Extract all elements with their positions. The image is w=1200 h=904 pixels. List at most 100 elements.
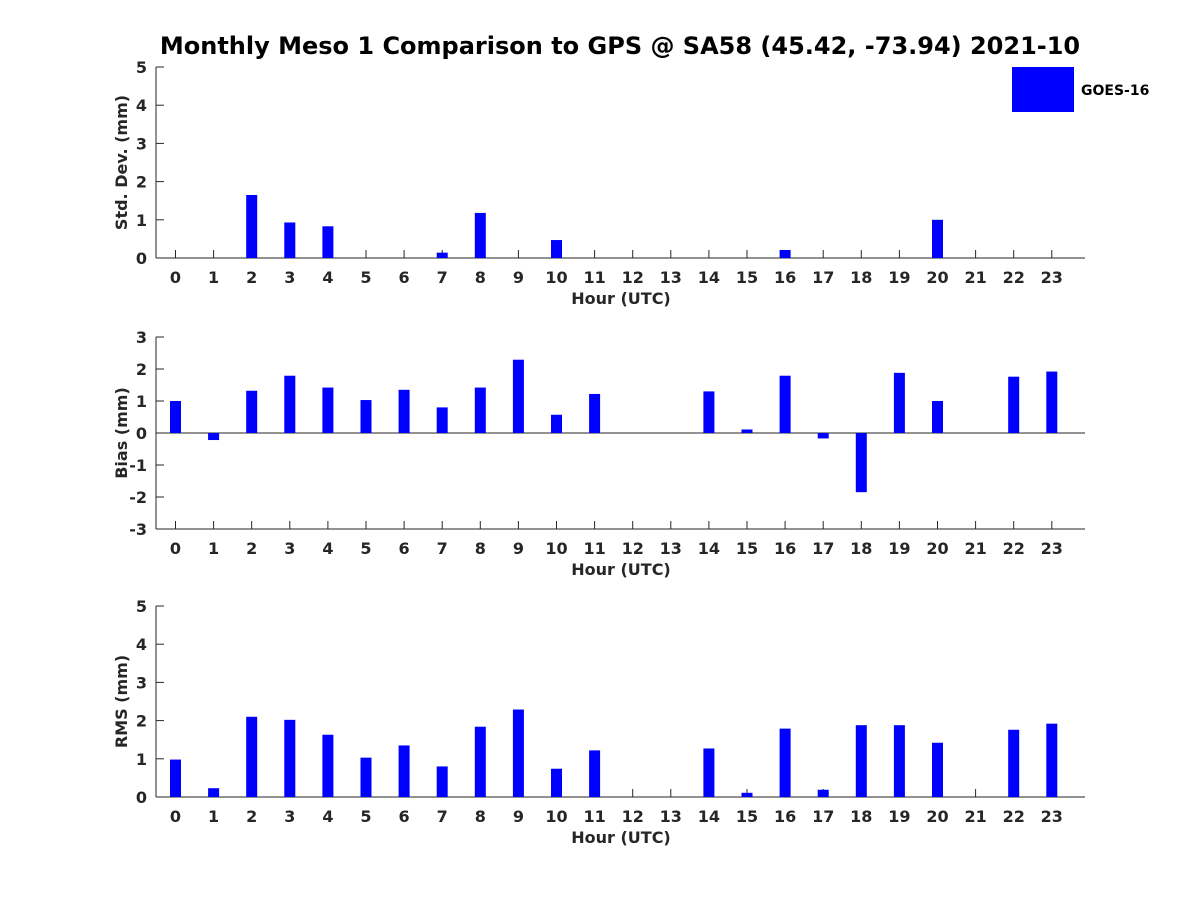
x-tick-label: 12 (622, 268, 644, 287)
x-axis-label: Hour (UTC) (571, 560, 671, 579)
x-tick-label: 21 (964, 268, 986, 287)
bar-hour-4 (322, 387, 334, 433)
y-tick-label: 5 (136, 58, 147, 77)
bar-hour-7 (436, 252, 448, 258)
x-tick-label: 3 (284, 539, 295, 558)
x-tick-label: 11 (583, 539, 605, 558)
bar-hour-3 (284, 719, 296, 797)
x-tick-label: 2 (246, 807, 257, 826)
x-tick-label: 15 (736, 268, 758, 287)
x-tick-label: 11 (583, 268, 605, 287)
bar-hour-11 (589, 393, 601, 433)
y-tick-label: 3 (136, 328, 147, 347)
x-tick-label: 2 (246, 539, 257, 558)
x-tick-label: 20 (926, 268, 948, 287)
x-tick-label: 18 (850, 539, 872, 558)
x-tick-label: 9 (513, 807, 524, 826)
y-tick-label: -2 (129, 488, 147, 507)
x-tick-label: 6 (399, 807, 410, 826)
x-axis-label: Hour (UTC) (571, 289, 671, 308)
bar-hour-19 (893, 372, 905, 433)
bar-hour-14 (703, 391, 715, 433)
chart-title: Monthly Meso 1 Comparison to GPS @ SA58 … (160, 32, 1080, 60)
bar-hour-20 (932, 742, 943, 797)
x-tick-label: 4 (322, 539, 333, 558)
y-tick-label: 4 (136, 96, 147, 115)
legend-swatch-goes-16 (1012, 67, 1074, 112)
x-tick-label: 16 (774, 807, 796, 826)
bar-hour-1 (208, 788, 220, 797)
bar-hour-8 (474, 726, 486, 797)
y-tick-label: -3 (129, 520, 147, 539)
x-tick-label: 22 (1003, 539, 1025, 558)
bar-hour-6 (398, 389, 410, 433)
bar-hour-5 (360, 400, 372, 433)
x-tick-label: 0 (170, 539, 181, 558)
y-tick-label: 5 (136, 597, 147, 616)
y-tick-label: 3 (136, 673, 147, 692)
bar-hour-16 (779, 728, 791, 797)
bar-hour-0 (170, 759, 181, 797)
x-tick-label: 22 (1003, 807, 1025, 826)
bar-hour-10 (551, 768, 562, 797)
x-axis-label: Hour (UTC) (571, 828, 671, 847)
bar-hour-22 (1008, 376, 1020, 433)
legend: GOES-16 (1012, 67, 1149, 112)
bar-hour-19 (893, 725, 905, 797)
bar-hour-8 (474, 387, 486, 433)
x-tick-label: 0 (170, 268, 181, 287)
bar-hour-16 (779, 249, 791, 258)
bar-hour-3 (284, 222, 296, 258)
y-axis-label: RMS (mm) (112, 655, 131, 748)
bar-hour-4 (322, 226, 334, 258)
bar-hour-23 (1046, 723, 1058, 797)
x-tick-label: 8 (475, 539, 486, 558)
bar-hour-17 (817, 789, 829, 797)
x-tick-label: 6 (399, 539, 410, 558)
bar-hour-7 (436, 407, 448, 433)
bar-hour-22 (1008, 729, 1020, 797)
x-tick-label: 20 (926, 539, 948, 558)
x-tick-label: 5 (360, 807, 371, 826)
x-tick-label: 23 (1041, 268, 1063, 287)
bar-hour-20 (932, 401, 943, 433)
bar-hour-20 (932, 219, 943, 258)
x-tick-label: 16 (774, 539, 796, 558)
y-axis-label: Std. Dev. (mm) (112, 95, 131, 230)
x-tick-label: 1 (208, 807, 219, 826)
legend-label-goes-16: GOES-16 (1081, 83, 1149, 99)
x-tick-label: 19 (888, 539, 910, 558)
y-tick-label: 1 (136, 211, 147, 230)
y-tick-label: 3 (136, 134, 147, 153)
x-tick-label: 14 (698, 268, 720, 287)
x-tick-label: 11 (583, 807, 605, 826)
x-tick-label: 16 (774, 268, 796, 287)
x-tick-label: 15 (736, 539, 758, 558)
x-tick-label: 3 (284, 268, 295, 287)
bar-hour-14 (703, 748, 715, 797)
x-tick-label: 20 (926, 807, 948, 826)
x-tick-label: 21 (964, 807, 986, 826)
bar-hour-10 (551, 414, 562, 433)
x-tick-label: 7 (437, 807, 448, 826)
x-tick-label: 7 (437, 539, 448, 558)
y-tick-label: 2 (136, 712, 147, 731)
bar-hour-15 (741, 792, 753, 797)
x-tick-label: 5 (360, 539, 371, 558)
x-tick-label: 5 (360, 268, 371, 287)
bar-hour-2 (246, 390, 258, 433)
y-tick-label: 2 (136, 360, 147, 379)
x-tick-label: 8 (475, 268, 486, 287)
x-tick-label: 7 (437, 268, 448, 287)
x-tick-label: 4 (322, 268, 333, 287)
y-tick-label: 0 (136, 788, 147, 807)
x-tick-label: 17 (812, 268, 834, 287)
bar-hour-2 (246, 716, 258, 797)
x-tick-label: 12 (622, 807, 644, 826)
x-tick-label: 4 (322, 807, 333, 826)
y-tick-label: 4 (136, 635, 147, 654)
